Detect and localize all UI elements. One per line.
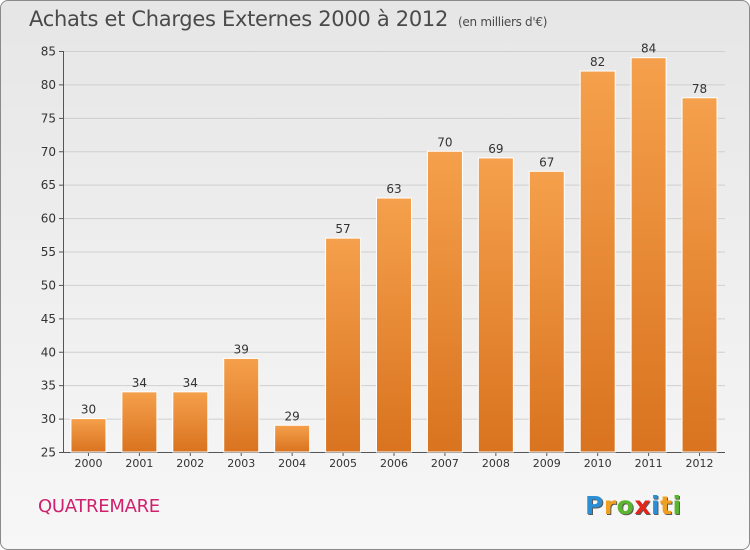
data-label-2012: 78	[692, 82, 707, 96]
y-tick-label: 35	[41, 379, 56, 393]
data-label-2011: 84	[641, 42, 656, 56]
logo-letter: x	[634, 491, 651, 520]
x-tick-label-2005: 2005	[329, 457, 357, 470]
x-tick-label-2001: 2001	[125, 457, 153, 470]
bar-2005	[325, 237, 362, 453]
data-label-2006: 63	[386, 182, 401, 196]
y-tick-label: 40	[41, 345, 56, 359]
y-tick-label: 30	[41, 412, 56, 426]
x-tick-label-2009: 2009	[533, 457, 561, 470]
x-tick-label-2002: 2002	[176, 457, 204, 470]
y-tick-label: 80	[41, 78, 56, 92]
data-label-2009: 67	[539, 155, 554, 169]
logo-letter: i	[672, 491, 682, 520]
proxiti-logo[interactable]: Proxiti	[585, 491, 682, 520]
data-label-2005: 57	[335, 222, 350, 236]
logo-letter: o	[616, 491, 635, 520]
bar-2002	[172, 391, 209, 453]
x-tick-label-2008: 2008	[482, 457, 510, 470]
x-tick-label-2006: 2006	[380, 457, 408, 470]
x-tick-label-2010: 2010	[584, 457, 612, 470]
data-label-2002: 34	[183, 376, 198, 390]
logo-letter: i	[651, 491, 661, 520]
bar-layer	[70, 57, 718, 453]
x-tick-label-2011: 2011	[635, 457, 663, 470]
logo-letter: r	[603, 491, 617, 520]
bar-2008	[477, 157, 514, 453]
label-layer: 30 34 34 39 29 57 63 70 69 67 82 84 78	[81, 42, 707, 424]
y-tick-label: 65	[41, 178, 56, 192]
bar-2000	[70, 418, 107, 453]
y-tick-label: 25	[41, 446, 56, 460]
y-tick-label: 85	[41, 45, 56, 59]
x-tick-label-2012: 2012	[686, 457, 714, 470]
bar-2010	[579, 70, 616, 453]
bar-2006	[376, 197, 412, 453]
chart-title-text: Achats et Charges Externes 2000 à 2012	[29, 7, 449, 31]
y-tick-label: 55	[41, 245, 56, 259]
x-tick-label-2000: 2000	[74, 457, 102, 470]
data-label-2000: 30	[81, 403, 96, 417]
data-label-2010: 82	[590, 55, 605, 69]
data-label-2004: 29	[285, 409, 300, 423]
bar-2011	[630, 57, 667, 453]
bar-2012	[681, 97, 718, 453]
data-label-2003: 39	[234, 342, 249, 356]
chart-title: Achats et Charges Externes 2000 à 2012 (e…	[29, 7, 547, 31]
bar-2003	[223, 357, 260, 453]
y-tick-label: 60	[41, 212, 56, 226]
data-label-2001: 34	[132, 376, 147, 390]
bar-2009	[528, 170, 565, 453]
bar-2001	[121, 391, 158, 453]
logo-letter: t	[660, 491, 673, 520]
axis-layer: 25 30 35 40 45 50 55 60 65 70 75 80 85 2000 2001 2002 20…	[41, 45, 725, 470]
y-tick-label: 75	[41, 111, 56, 125]
x-tick-label-2004: 2004	[278, 457, 306, 470]
commune-name: QUATREMARE	[38, 496, 160, 517]
chart-subtitle: (en milliers d'€)	[458, 15, 548, 29]
y-tick-label: 45	[41, 312, 56, 326]
bar-2004	[274, 424, 311, 453]
y-tick-label: 70	[41, 145, 56, 159]
x-tick-label-2003: 2003	[227, 457, 255, 470]
logo-letter: P	[585, 491, 604, 520]
x-tick-label-2007: 2007	[431, 457, 459, 470]
y-tick-label: 50	[41, 278, 56, 292]
data-label-2008: 69	[488, 142, 503, 156]
data-label-2007: 70	[437, 135, 452, 149]
bar-2007	[426, 150, 463, 453]
